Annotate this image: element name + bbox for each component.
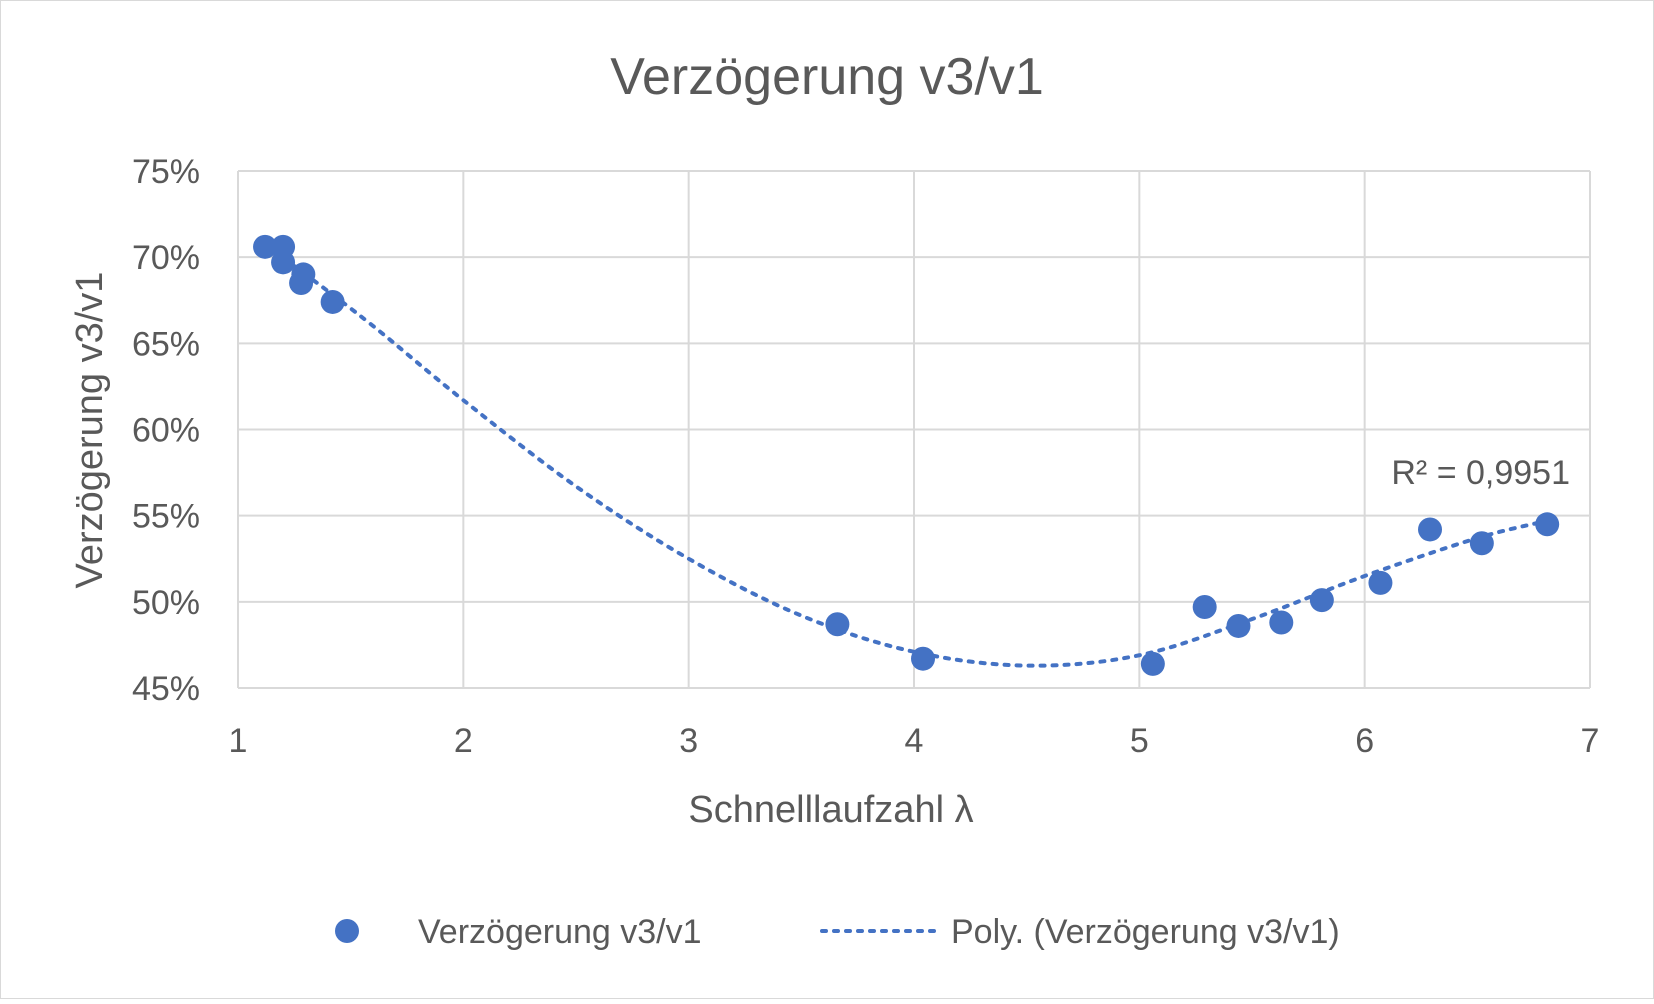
data-point xyxy=(1192,595,1217,620)
legend-label-series: Verzögerung v3/v1 xyxy=(418,913,702,951)
y-tick-label: 45% xyxy=(132,670,200,708)
r-squared-label: R² = 0,9951 xyxy=(1391,454,1570,492)
x-tick-label: 3 xyxy=(679,722,698,760)
data-point xyxy=(1368,570,1393,595)
data-point xyxy=(1309,588,1334,613)
data-points xyxy=(253,234,1560,676)
x-tick-label: 1 xyxy=(229,722,248,760)
grid xyxy=(237,170,1591,689)
x-tick-label: 7 xyxy=(1581,722,1600,760)
data-point xyxy=(1535,512,1560,537)
x-tick-label: 2 xyxy=(454,722,473,760)
x-tick-label: 6 xyxy=(1355,722,1374,760)
data-point xyxy=(271,250,296,275)
data-point xyxy=(1418,517,1443,542)
data-point xyxy=(291,262,316,287)
y-tick-label: 55% xyxy=(132,498,200,536)
data-point xyxy=(911,646,936,671)
chart-title: Verzögerung v3/v1 xyxy=(610,48,1044,106)
data-point xyxy=(253,234,278,259)
data-point xyxy=(1226,613,1251,638)
data-point xyxy=(320,289,345,314)
x-axis-label: Schnelllaufzahl λ xyxy=(688,789,973,831)
x-tick-label: 4 xyxy=(905,722,924,760)
y-tick-label: 75% xyxy=(132,153,200,191)
trendline xyxy=(263,243,1550,668)
data-point xyxy=(825,612,850,637)
data-point xyxy=(1269,610,1294,635)
legend-label-trendline: Poly. (Verzögerung v3/v1) xyxy=(951,913,1340,951)
legend: Verzögerung v3/v1 Poly. (Verzögerung v3/… xyxy=(335,913,1340,951)
x-tick-label: 5 xyxy=(1130,722,1149,760)
y-tick-label: 60% xyxy=(132,412,200,450)
y-tick-label: 70% xyxy=(132,239,200,277)
data-point xyxy=(1140,651,1165,676)
y-tick-label: 65% xyxy=(132,325,200,363)
legend-marker-series xyxy=(335,919,359,943)
tick-labels: 45% 50% 55% 60% 65% 70% 75% 1 2 3 4 5 6 7 xyxy=(132,153,1600,760)
data-point xyxy=(1469,531,1494,556)
y-tick-label: 50% xyxy=(132,584,200,622)
y-axis-label: Verzögerung v3/v1 xyxy=(69,272,111,589)
